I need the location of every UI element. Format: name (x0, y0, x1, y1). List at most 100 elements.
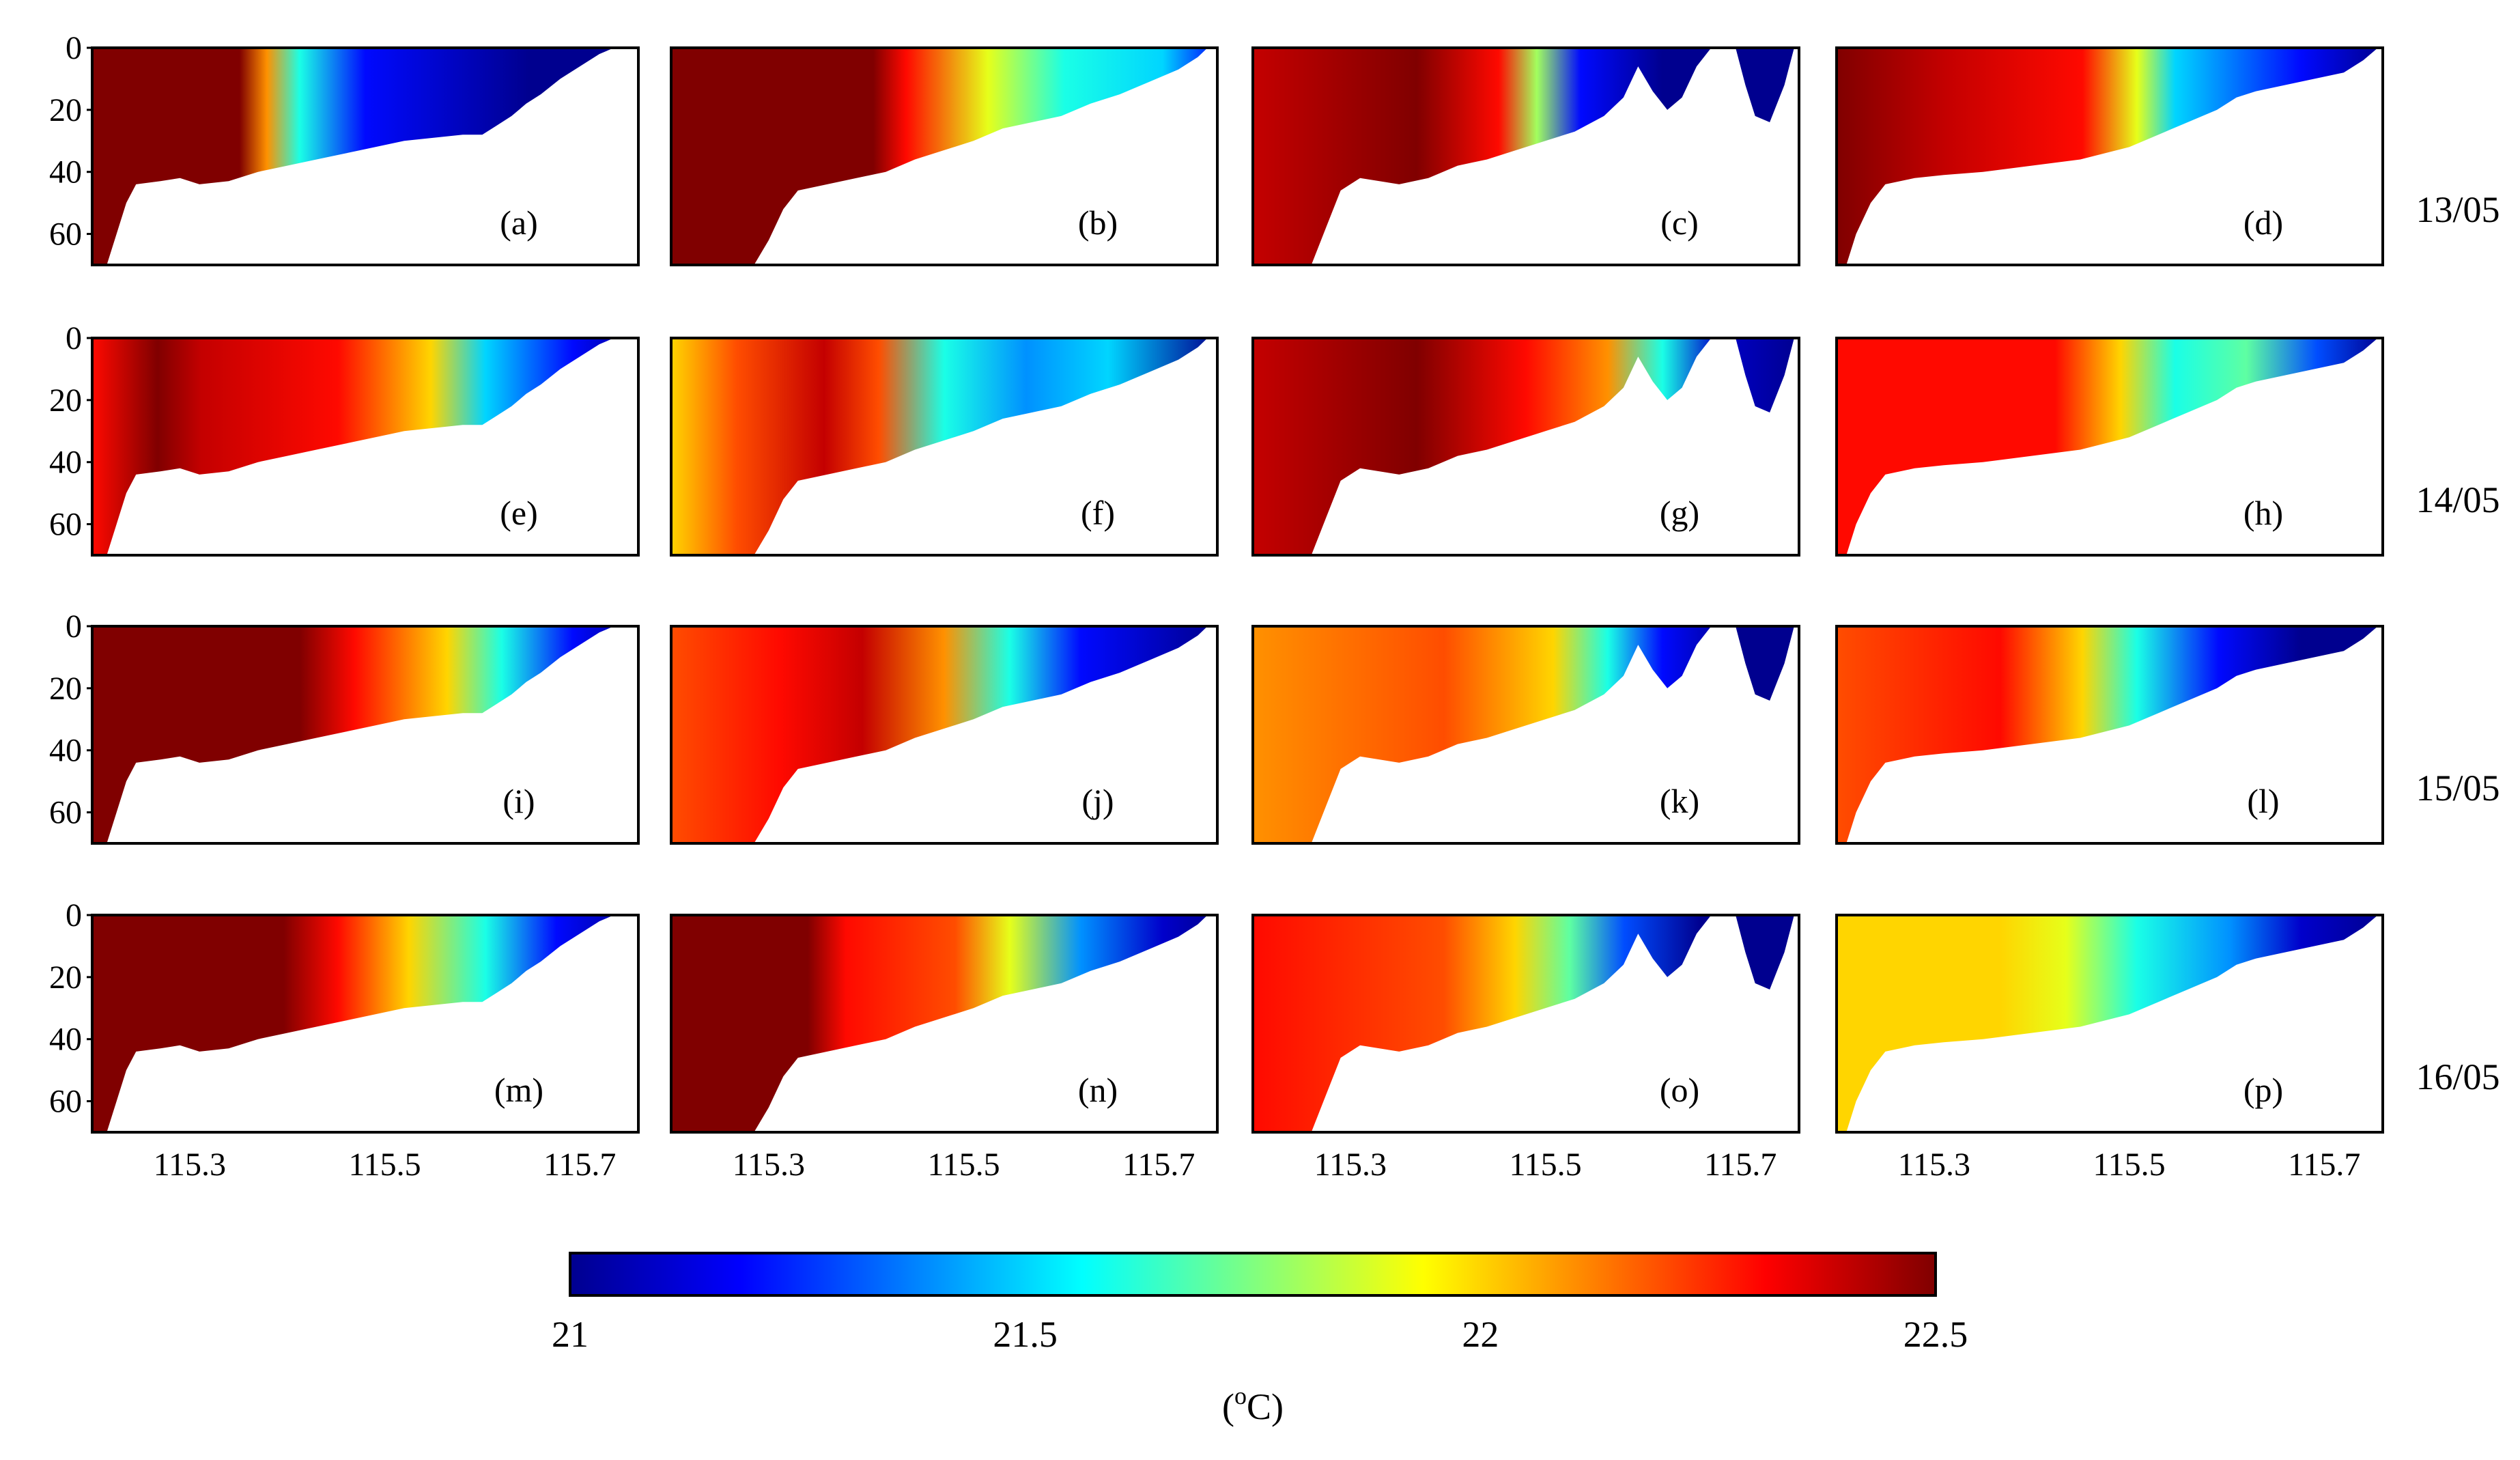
panel-field (92, 48, 614, 265)
colorbar-tick-label: 22 (1462, 1314, 1499, 1355)
panel-label: (d) (2243, 203, 2283, 242)
colorbar-unit-sup: o (1234, 1382, 1247, 1409)
panel-frame (1835, 625, 2384, 845)
date-label: 15/05 (2416, 768, 2500, 809)
colorbar-tick-label: 22.5 (1903, 1314, 1968, 1355)
panel-label: (b) (1078, 203, 1118, 242)
date-label: 14/05 (2416, 479, 2500, 520)
x-tick-label: 115.5 (348, 1147, 421, 1183)
panel-i: (i) (91, 625, 640, 845)
panel-field (1837, 915, 2378, 1132)
panel-field (671, 338, 1208, 555)
panel-label: (h) (2243, 494, 2283, 532)
x-tick-label: 115.7 (1704, 1147, 1776, 1183)
y-tick-label: 20 (49, 671, 82, 707)
panel-c: (c) (1251, 46, 1800, 266)
panel-frame (91, 46, 640, 266)
date-label: 16/05 (2416, 1056, 2500, 1097)
x-tick-label: 115.5 (927, 1147, 1000, 1183)
x-tick-label: 115.3 (1898, 1147, 1970, 1183)
panel-field (1253, 626, 1794, 843)
panel-label: (p) (2243, 1071, 2283, 1109)
y-tick-label: 0 (66, 30, 82, 66)
panel-p: (p) (1835, 914, 2384, 1134)
panel-e: (e) (91, 337, 640, 557)
colorbar-tick-label: 21.5 (993, 1314, 1058, 1355)
panel-label: (c) (1660, 203, 1699, 242)
panel-b: (b) (670, 46, 1219, 266)
panel-k: (k) (1251, 625, 1800, 845)
panels-grid: (a) (b) (c) (d) (e) (f) (g) (h) (i) (j) (k) (l) (m) (… (91, 46, 2384, 1134)
panel-frame (1251, 625, 1800, 845)
x-tick-label: 115.3 (154, 1147, 226, 1183)
panel-label: (e) (500, 494, 538, 532)
date-labels: 13/05 14/05 15/05 16/05 (2416, 189, 2500, 1097)
panel-l: (l) (1835, 625, 2384, 845)
y-tick-label: 20 (49, 92, 82, 128)
y-tick-label: 60 (49, 507, 82, 543)
panel-frame (670, 337, 1219, 557)
axes-ticks: 0 20 40 60 0 20 40 60 0 20 40 60 0 20 40 60 115.3 115.5 11… (49, 30, 2360, 1183)
panel-frame (91, 914, 640, 1134)
y-tick-label: 60 (49, 216, 82, 253)
panel-o: (o) (1251, 914, 1800, 1134)
panel-label: (o) (1660, 1071, 1699, 1109)
panel-label: (m) (494, 1071, 543, 1109)
panel-label: (l) (2247, 782, 2279, 820)
colorbar: 21 21.5 22 22.5 (oC) (552, 1252, 1968, 1427)
x-tick-label: 115.7 (1122, 1147, 1195, 1183)
panel-field (671, 48, 1208, 265)
panel-frame (1835, 914, 2384, 1134)
panel-field (1837, 626, 2378, 843)
panel-label: (g) (1660, 494, 1699, 532)
panel-a: (a) (91, 46, 640, 266)
panel-f: (f) (670, 337, 1219, 557)
panel-field (1253, 915, 1794, 1132)
panel-field (1837, 338, 2378, 555)
x-tick-label: 115.5 (1509, 1147, 1581, 1183)
y-tick-label: 40 (49, 445, 82, 481)
panel-label: (n) (1078, 1071, 1118, 1109)
panel-d: (d) (1835, 46, 2384, 266)
panel-label: (f) (1081, 494, 1115, 532)
panel-field (671, 626, 1208, 843)
date-label: 13/05 (2416, 189, 2500, 230)
panel-frame (1251, 914, 1800, 1134)
panel-label: (k) (1660, 782, 1699, 820)
panel-frame (1251, 337, 1800, 557)
x-tick-label: 115.3 (1314, 1147, 1387, 1183)
y-tick-label: 0 (66, 608, 82, 645)
panel-n: (n) (670, 914, 1219, 1134)
panel-m: (m) (91, 914, 640, 1134)
y-tick-label: 0 (66, 897, 82, 933)
colorbar-unit-open: ( (1222, 1386, 1234, 1427)
y-tick-label: 20 (49, 959, 82, 996)
panel-frame (670, 46, 1219, 266)
panel-label: (j) (1081, 782, 1114, 820)
x-tick-label: 115.5 (2093, 1147, 2165, 1183)
panel-frame (670, 625, 1219, 845)
panel-field (1253, 48, 1794, 265)
y-tick-label: 40 (49, 154, 82, 191)
x-tick-label: 115.7 (2288, 1147, 2360, 1183)
panel-label: (i) (502, 782, 535, 820)
colorbar-unit-close: C) (1247, 1386, 1284, 1427)
panel-field (92, 626, 614, 843)
colorbar-unit-label: (oC) (1222, 1382, 1284, 1427)
panel-field (92, 915, 614, 1132)
panel-frame (1251, 46, 1800, 266)
y-tick-label: 0 (66, 320, 82, 356)
panel-frame (91, 625, 640, 845)
colorbar-bar (569, 1252, 1937, 1297)
panel-frame (91, 337, 640, 557)
y-tick-label: 60 (49, 795, 82, 831)
colorbar-tick-label: 21 (552, 1314, 589, 1355)
colorbar-ticks: 21 21.5 22 22.5 (552, 1314, 1968, 1355)
panel-label: (a) (500, 203, 538, 242)
x-tick-label: 115.3 (733, 1147, 805, 1183)
panel-field (671, 915, 1208, 1132)
panel-frame (1835, 337, 2384, 557)
y-tick-label: 40 (49, 1022, 82, 1058)
panel-frame (670, 914, 1219, 1134)
